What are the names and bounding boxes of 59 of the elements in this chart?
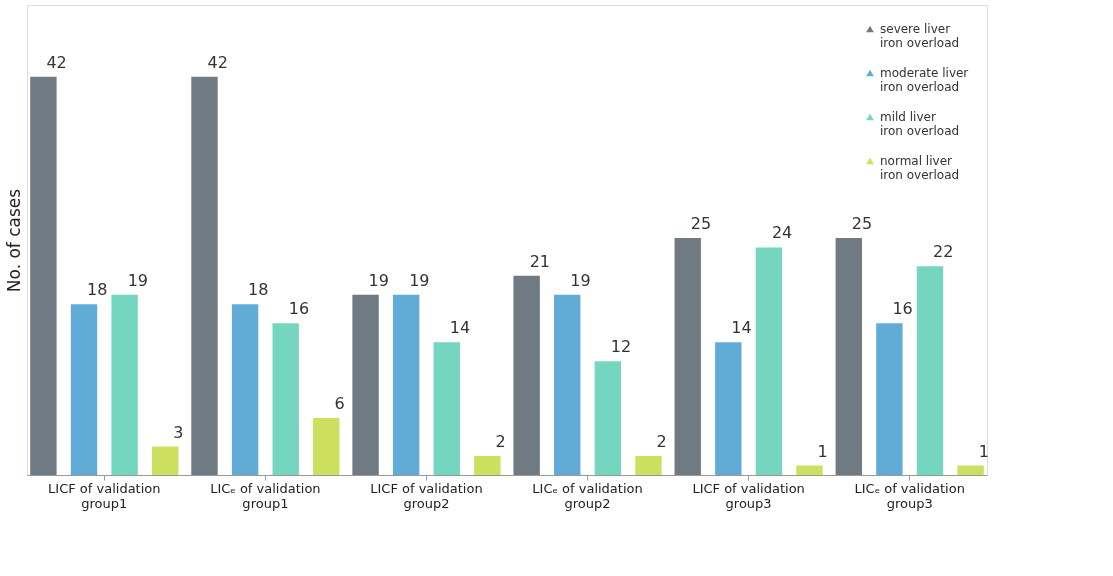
bar	[30, 76, 57, 475]
data-label: 12	[610, 337, 632, 357]
data-label: 24	[771, 223, 793, 243]
data-label: 16	[892, 299, 913, 319]
bar	[433, 342, 460, 475]
bar	[272, 323, 299, 475]
legend-label: moderate liver iron overload	[880, 66, 969, 94]
bar	[916, 266, 944, 475]
data-label: 14	[731, 318, 752, 338]
bar	[231, 304, 259, 475]
bar	[674, 237, 701, 475]
bar	[392, 294, 420, 475]
bar	[957, 465, 984, 475]
x-tick-label: LICₑ of validation group2	[532, 480, 643, 511]
x-tick-label: LICF of validation group2	[370, 480, 483, 511]
data-label: 19	[409, 270, 430, 290]
data-label: 19	[368, 270, 389, 290]
bar	[635, 456, 662, 475]
data-label: 42	[46, 52, 67, 72]
bar	[554, 294, 581, 475]
data-label: 3	[173, 422, 184, 442]
data-label: 19	[127, 270, 148, 290]
bar	[70, 304, 98, 475]
data-label: 18	[87, 280, 108, 300]
bar	[796, 465, 823, 475]
data-label: 19	[570, 270, 591, 290]
bar	[513, 275, 540, 475]
bar	[876, 323, 903, 475]
bar	[111, 294, 138, 475]
x-tick-label: LICF of validation group3	[692, 480, 805, 511]
data-label: 18	[248, 280, 269, 300]
bar	[313, 418, 340, 475]
data-label: 1	[817, 441, 828, 461]
data-label: 21	[529, 251, 551, 271]
x-tick-label: LICF of validation group1	[48, 480, 161, 511]
x-tick-label: LICₑ of validation group1	[210, 480, 321, 511]
bar	[755, 247, 783, 475]
data-label: 2	[656, 432, 667, 452]
data-label: 42	[207, 52, 228, 72]
bar	[715, 342, 742, 475]
data-label: 1	[978, 441, 989, 461]
bar	[191, 76, 218, 475]
x-tick-label: LICₑ of validation group3	[854, 480, 965, 511]
data-label: 14	[449, 318, 471, 338]
bar	[474, 456, 501, 475]
bar	[835, 237, 862, 475]
legend-label: normal liver iron overload	[880, 154, 960, 182]
data-label: 6	[334, 394, 345, 414]
bar	[352, 294, 379, 475]
data-label: 16	[288, 299, 310, 319]
data-label: 25	[851, 213, 873, 233]
bar	[152, 446, 179, 475]
legend-label: severe liver iron overload	[880, 22, 960, 50]
data-label: 2	[495, 432, 506, 452]
data-label: 22	[933, 242, 954, 262]
data-label: 25	[690, 213, 712, 233]
legend-label: mild liver iron overload	[880, 110, 960, 138]
bar	[594, 361, 622, 475]
y-axis-title: No. of cases	[3, 188, 24, 293]
